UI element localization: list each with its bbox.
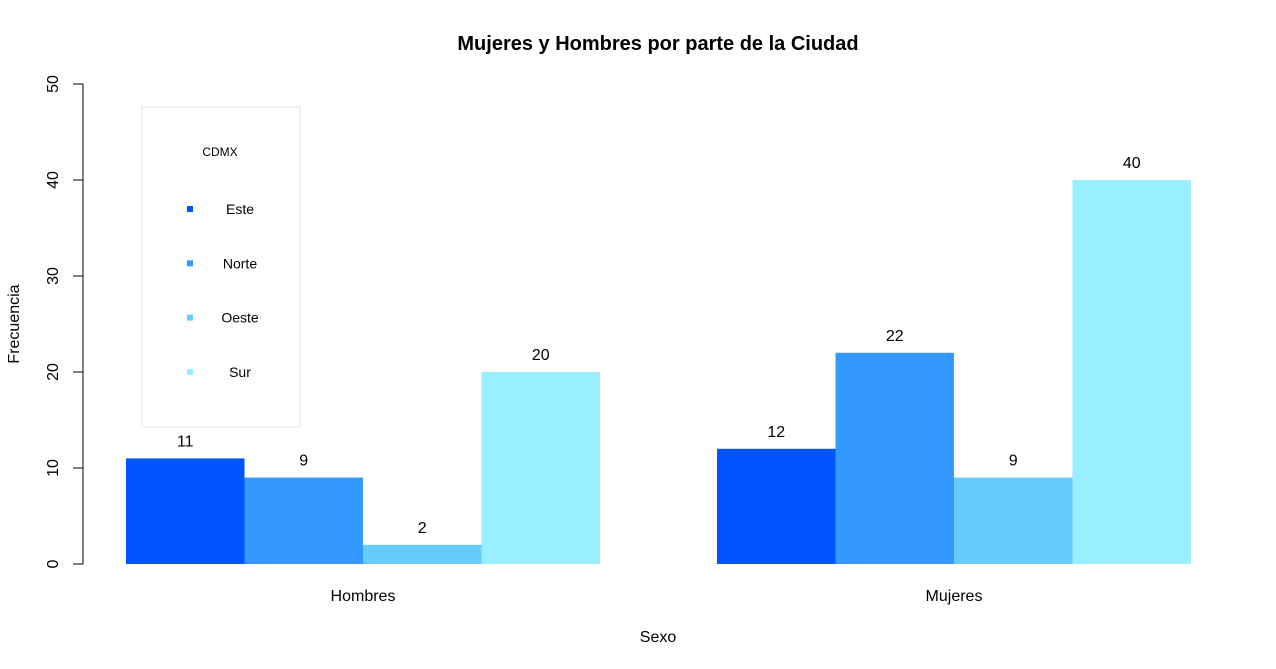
legend: CDMX Este Norte Oeste Sur xyxy=(141,106,301,428)
bar-mujeres-norte xyxy=(835,352,954,564)
y-tick-label: 0 xyxy=(45,559,62,568)
bar-hombres-oeste xyxy=(363,544,482,564)
x-tick-label: Hombres xyxy=(331,588,396,605)
legend-box xyxy=(141,106,301,428)
bar-value-label: 9 xyxy=(1009,453,1018,470)
x-tick-label: Mujeres xyxy=(926,588,983,605)
legend-items: Este Norte Oeste Sur xyxy=(187,201,259,380)
bar-value-label: 22 xyxy=(886,328,904,345)
y-tick-label: 40 xyxy=(45,171,62,189)
bar-mujeres-oeste xyxy=(954,477,1073,564)
chart-title: Mujeres y Hombres por parte de la Ciudad xyxy=(457,33,858,55)
bar-hombres-sur xyxy=(481,372,600,564)
bar-value-label: 2 xyxy=(418,520,427,537)
legend-label: Sur xyxy=(229,364,251,380)
legend-title: CDMX xyxy=(202,145,237,159)
legend-label: Oeste xyxy=(221,310,259,326)
bar-value-label: 11 xyxy=(177,433,194,450)
y-ticks: 0 10 20 30 40 50 xyxy=(45,75,83,568)
legend-swatch-oeste xyxy=(187,314,193,321)
y-tick-label: 30 xyxy=(45,267,62,285)
bar-mujeres-este xyxy=(717,448,836,564)
legend-swatch-norte xyxy=(187,260,193,267)
y-tick-label: 20 xyxy=(45,363,62,381)
bar-mujeres-sur xyxy=(1072,180,1191,564)
bar-hombres-norte xyxy=(244,477,363,564)
bar-hombres-este xyxy=(126,458,245,564)
legend-swatch-este xyxy=(187,206,193,212)
bar-value-label: 9 xyxy=(299,453,308,470)
bars-group xyxy=(126,180,1191,564)
y-tick-label: 10 xyxy=(45,459,62,477)
legend-swatch-sur xyxy=(187,368,193,375)
value-labels: 11 9 2 20 12 22 9 40 xyxy=(177,155,1141,537)
bar-value-label: 12 xyxy=(767,424,785,441)
legend-label: Este xyxy=(226,201,254,217)
bar-value-label: 20 xyxy=(532,347,550,364)
x-axis-label: Sexo xyxy=(640,629,677,646)
bar-value-label: 40 xyxy=(1123,155,1141,172)
y-axis-label: Frecuencia xyxy=(6,284,23,363)
y-tick-label: 50 xyxy=(45,75,62,93)
legend-label: Norte xyxy=(223,255,257,271)
x-tick-labels: Hombres Mujeres xyxy=(331,588,983,605)
